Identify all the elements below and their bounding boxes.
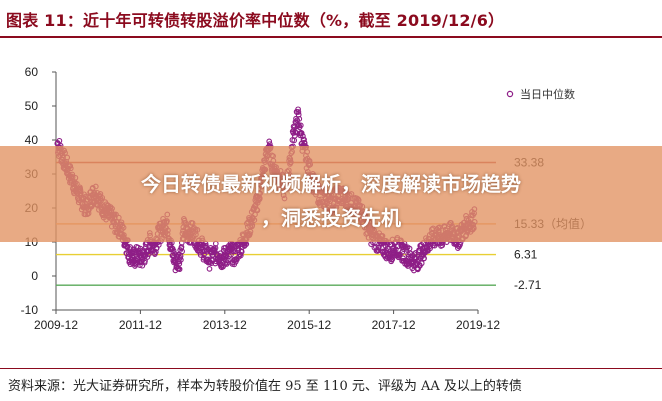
data-point: [384, 245, 391, 251]
data-point: [56, 137, 63, 144]
data-point: [295, 106, 301, 113]
data-point: [144, 254, 151, 260]
banner-line-1: 今日转债最新视频解析，深度解读市场趋势: [141, 172, 521, 196]
banner-line-2: ，洞悉投资先机: [261, 206, 401, 230]
data-point: [178, 257, 184, 263]
source-note-bar: 资料来源：光大证券研究所，样本为转股价值在 95 至 110 元、评级为 AA …: [0, 368, 662, 401]
data-point: [418, 260, 425, 267]
data-point: [266, 138, 273, 145]
y-tick-label: 40: [25, 133, 39, 147]
data-point: [297, 122, 304, 129]
chart-legend: 当日中位数: [506, 87, 575, 101]
data-point: [179, 248, 185, 255]
data-point: [293, 115, 299, 122]
reference-line-label: -2.71: [514, 278, 542, 292]
source-note: 资料来源：光大证券研究所，样本为转股价值在 95 至 110 元、评级为 AA …: [8, 379, 522, 394]
overlay-banner[interactable]: 今日转债最新视频解析，深度解读市场趋势 ，洞悉投资先机: [0, 146, 662, 242]
data-point: [142, 258, 148, 264]
x-tick-label: 2013-12: [203, 318, 247, 332]
reference-line-label: 6.31: [514, 248, 538, 262]
data-point: [295, 109, 302, 115]
data-point: [137, 262, 143, 268]
x-tick-label: 2017-12: [372, 318, 416, 332]
legend-label: 当日中位数: [520, 87, 575, 101]
y-tick-label: 60: [25, 65, 39, 79]
chart-title: 图表 11：近十年可转债转股溢价率中位数（%，截至 2019/12/6）: [6, 11, 505, 30]
chart-title-bar: 图表 11：近十年可转债转股溢价率中位数（%，截至 2019/12/6）: [0, 0, 662, 38]
data-point: [296, 116, 303, 122]
x-tick-label: 2009-12: [34, 318, 78, 332]
data-point: [170, 247, 177, 254]
y-tick-label: -10: [21, 303, 39, 317]
x-tick-label: 2011-12: [119, 318, 162, 332]
data-point: [391, 247, 398, 254]
x-tick-label: 2019-12: [456, 318, 500, 332]
data-point: [439, 242, 446, 249]
data-point: [176, 266, 183, 273]
legend-marker: [506, 90, 514, 98]
data-point: [301, 136, 307, 143]
data-point: [300, 133, 306, 140]
y-tick-label: 50: [25, 99, 39, 113]
x-tick-label: 2015-12: [287, 318, 331, 332]
data-point: [206, 266, 213, 272]
y-tick-label: 0: [31, 269, 38, 283]
data-point: [291, 132, 298, 139]
data-point: [389, 256, 396, 263]
data-point: [421, 255, 427, 262]
data-point: [298, 130, 305, 137]
